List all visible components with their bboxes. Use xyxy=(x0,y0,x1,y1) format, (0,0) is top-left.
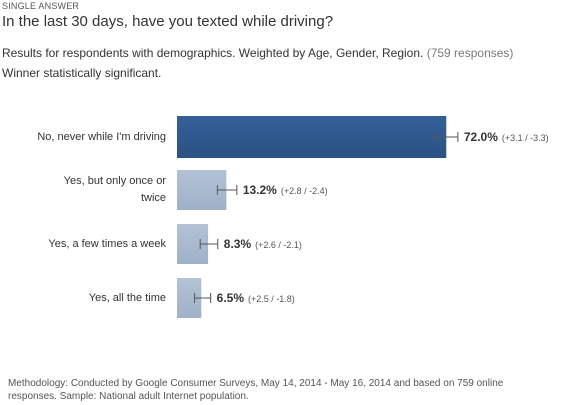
value-label-1: 72.0% xyxy=(464,130,498,144)
significance-note: Winner statistically significant. xyxy=(2,66,162,80)
value-label-3: 8.3% xyxy=(224,237,252,251)
error-label-1: (+3.1 / -3.3) xyxy=(502,133,549,143)
category-label-2: Yes, but only once or twice xyxy=(63,175,166,204)
error-label-2: (+2.8 / -2.4) xyxy=(281,186,328,196)
category-label-4: Yes, all the time xyxy=(88,291,166,304)
error-label-3: (+2.6 / -2.1) xyxy=(255,240,302,250)
question-title: In the last 30 days, have you texted whi… xyxy=(2,13,334,30)
category-label-3: Yes, a few times a week xyxy=(48,237,166,250)
bar-1 xyxy=(177,116,447,158)
methodology-note: Methodology: Conducted by Google Consume… xyxy=(8,378,504,402)
value-label-4: 6.5% xyxy=(217,291,245,305)
results-subtitle: Results for respondents with demographic… xyxy=(2,43,562,83)
question-type-label: SINGLE ANSWER xyxy=(2,1,80,11)
subtitle-main: Results for respondents with demographic… xyxy=(2,46,424,60)
error-label-4: (+2.5 / -1.8) xyxy=(248,294,295,304)
category-label-1: No, never while I'm driving xyxy=(37,130,166,143)
value-label-2: 13.2% xyxy=(243,183,277,197)
response-count: (759 responses) xyxy=(426,46,514,60)
bar-chart: 72.0% (+3.1 / -3.3) 13.2% (+2.8 / -2.4) 8.3%… xyxy=(177,116,549,318)
